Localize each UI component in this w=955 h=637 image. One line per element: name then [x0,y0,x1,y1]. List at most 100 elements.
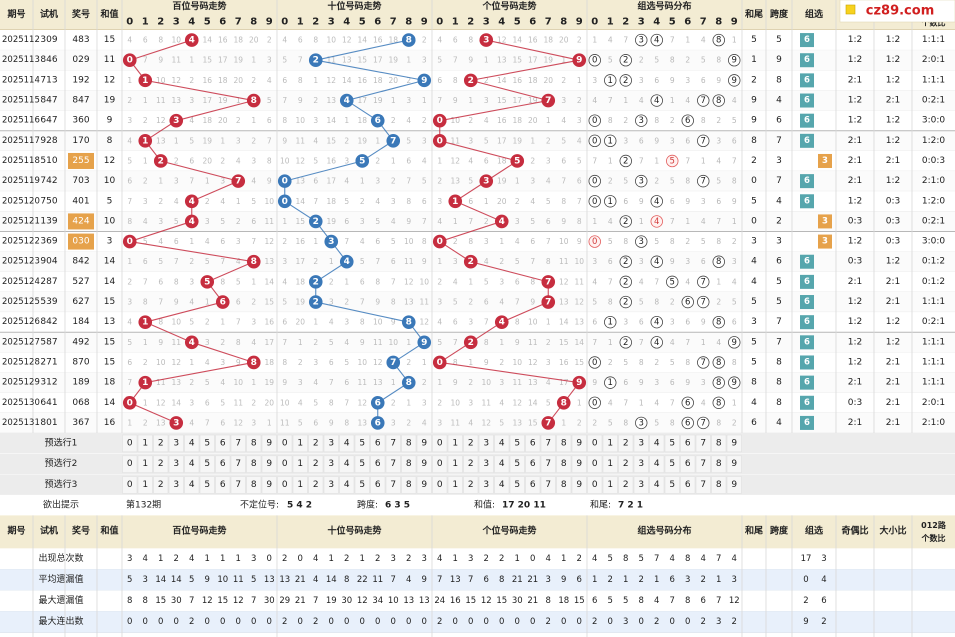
preselect-combo-digit-5[interactable]: 5 [669,438,675,448]
preselect-combo-digit-4[interactable]: 4 [654,480,660,490]
preselect-hundreds-digit-2[interactable]: 2 [158,438,164,448]
preselect-hundreds-digit-7[interactable]: 7 [235,459,241,469]
preselect-combo-digit-4[interactable]: 4 [654,459,660,469]
preselect-tens-digit-5[interactable]: 5 [359,438,365,448]
preselect-hundreds-digit-8[interactable]: 8 [251,438,257,448]
preselect-combo-digit-9[interactable]: 9 [731,438,737,448]
preselect-tens-digit-0[interactable]: 0 [282,459,288,469]
preselect-hundreds-digit-0[interactable]: 0 [127,480,133,490]
preselect-tens-digit-8[interactable]: 8 [406,459,412,469]
preselect-hundreds-digit-9[interactable]: 9 [266,459,272,469]
preselect-tens-digit-9[interactable]: 9 [421,438,427,448]
preselect-tens-digit-9[interactable]: 9 [421,480,427,490]
preselect-units-digit-6[interactable]: 6 [530,480,536,490]
preselect-units-digit-3[interactable]: 3 [483,438,489,448]
preselect-combo-digit-3[interactable]: 3 [638,459,644,469]
preselect-tens-digit-7[interactable]: 7 [390,459,396,469]
preselect-combo-digit-3[interactable]: 3 [638,480,644,490]
preselect-units-digit-4[interactable]: 4 [499,480,505,490]
preselect-tens-digit-5[interactable]: 5 [359,480,365,490]
preselect-hundreds-digit-1[interactable]: 1 [142,459,148,469]
preselect-tens-digit-6[interactable]: 6 [375,459,381,469]
preselect-units-digit-4[interactable]: 4 [499,459,505,469]
preselect-combo-digit-8[interactable]: 8 [716,459,722,469]
preselect-units-digit-8[interactable]: 8 [561,480,567,490]
preselect-combo-digit-9[interactable]: 9 [731,459,737,469]
preselect-combo-digit-1[interactable]: 1 [607,459,613,469]
preselect-hundreds-digit-4[interactable]: 4 [189,480,195,490]
preselect-hundreds-digit-5[interactable]: 5 [204,438,210,448]
preselect-hundreds-digit-0[interactable]: 0 [127,438,133,448]
preselect-combo-digit-6[interactable]: 6 [685,480,691,490]
preselect-units-digit-7[interactable]: 7 [545,438,551,448]
preselect-units-digit-2[interactable]: 2 [468,438,474,448]
preselect-combo-digit-3[interactable]: 3 [638,438,644,448]
preselect-hundreds-digit-5[interactable]: 5 [204,459,210,469]
preselect-combo-digit-7[interactable]: 7 [700,438,706,448]
preselect-tens-digit-7[interactable]: 7 [390,438,396,448]
preselect-hundreds-digit-3[interactable]: 3 [173,480,179,490]
preselect-combo-digit-1[interactable]: 1 [607,480,613,490]
preselect-units-digit-8[interactable]: 8 [561,459,567,469]
preselect-combo-digit-0[interactable]: 0 [592,459,598,469]
preselect-units-digit-7[interactable]: 7 [545,480,551,490]
preselect-units-digit-6[interactable]: 6 [530,459,536,469]
preselect-combo-digit-9[interactable]: 9 [731,480,737,490]
preselect-hundreds-digit-6[interactable]: 6 [220,459,226,469]
preselect-tens-digit-3[interactable]: 3 [328,459,334,469]
preselect-units-digit-6[interactable]: 6 [530,438,536,448]
preselect-units-digit-7[interactable]: 7 [545,459,551,469]
preselect-units-digit-9[interactable]: 9 [576,459,582,469]
preselect-hundreds-digit-1[interactable]: 1 [142,438,148,448]
preselect-tens-digit-2[interactable]: 2 [313,480,319,490]
preselect-hundreds-digit-5[interactable]: 5 [204,480,210,490]
preselect-hundreds-digit-7[interactable]: 7 [235,438,241,448]
preselect-combo-digit-8[interactable]: 8 [716,438,722,448]
preselect-combo-digit-0[interactable]: 0 [592,480,598,490]
preselect-units-digit-8[interactable]: 8 [561,438,567,448]
preselect-combo-digit-4[interactable]: 4 [654,438,660,448]
preselect-combo-digit-0[interactable]: 0 [592,438,598,448]
preselect-tens-digit-8[interactable]: 8 [406,438,412,448]
preselect-tens-digit-4[interactable]: 4 [344,438,350,448]
preselect-tens-digit-2[interactable]: 2 [313,459,319,469]
preselect-units-digit-1[interactable]: 1 [452,438,458,448]
preselect-tens-digit-0[interactable]: 0 [282,438,288,448]
preselect-units-digit-3[interactable]: 3 [483,480,489,490]
preselect-units-digit-2[interactable]: 2 [468,480,474,490]
preselect-tens-digit-4[interactable]: 4 [344,480,350,490]
preselect-units-digit-5[interactable]: 5 [514,438,520,448]
preselect-tens-digit-6[interactable]: 6 [375,438,381,448]
preselect-tens-digit-1[interactable]: 1 [297,438,303,448]
preselect-units-digit-5[interactable]: 5 [514,480,520,490]
preselect-combo-digit-5[interactable]: 5 [669,459,675,469]
preselect-units-digit-9[interactable]: 9 [576,480,582,490]
preselect-hundreds-digit-2[interactable]: 2 [158,459,164,469]
preselect-tens-digit-6[interactable]: 6 [375,480,381,490]
preselect-combo-digit-6[interactable]: 6 [685,438,691,448]
preselect-hundreds-digit-8[interactable]: 8 [251,459,257,469]
preselect-units-digit-1[interactable]: 1 [452,480,458,490]
preselect-hundreds-digit-4[interactable]: 4 [189,438,195,448]
preselect-units-digit-5[interactable]: 5 [514,459,520,469]
preselect-combo-digit-7[interactable]: 7 [700,480,706,490]
preselect-tens-digit-4[interactable]: 4 [344,459,350,469]
preselect-units-digit-2[interactable]: 2 [468,459,474,469]
preselect-combo-digit-2[interactable]: 2 [623,438,629,448]
preselect-units-digit-9[interactable]: 9 [576,438,582,448]
preselect-units-digit-0[interactable]: 0 [437,480,443,490]
preselect-tens-digit-0[interactable]: 0 [282,480,288,490]
preselect-hundreds-digit-0[interactable]: 0 [127,459,133,469]
preselect-tens-digit-9[interactable]: 9 [421,459,427,469]
preselect-combo-digit-8[interactable]: 8 [716,480,722,490]
preselect-units-digit-0[interactable]: 0 [437,438,443,448]
preselect-units-digit-3[interactable]: 3 [483,459,489,469]
preselect-tens-digit-3[interactable]: 3 [328,480,334,490]
preselect-tens-digit-1[interactable]: 1 [297,459,303,469]
preselect-units-digit-4[interactable]: 4 [499,438,505,448]
preselect-hundreds-digit-9[interactable]: 9 [266,438,272,448]
preselect-hundreds-digit-3[interactable]: 3 [173,438,179,448]
preselect-hundreds-digit-6[interactable]: 6 [220,480,226,490]
preselect-combo-digit-6[interactable]: 6 [685,459,691,469]
preselect-tens-digit-5[interactable]: 5 [359,459,365,469]
